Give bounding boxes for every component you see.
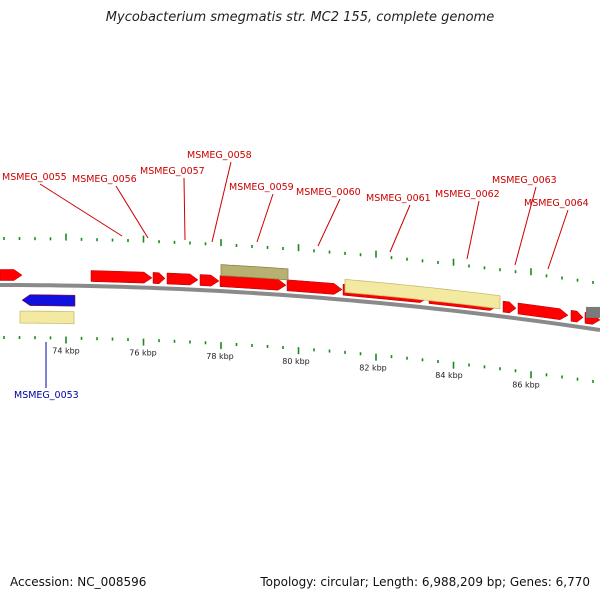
- misc-feature: [19, 310, 75, 325]
- leader-line: [317, 198, 341, 247]
- gene-label-top: MSMEG_0059: [229, 182, 294, 193]
- forward-gene-arrow: [166, 272, 199, 286]
- gene-label-top: MSMEG_0057: [140, 166, 205, 177]
- gene-label-top: MSMEG_0064: [524, 198, 589, 209]
- forward-gene-arrow: [570, 310, 584, 323]
- leader-line: [466, 200, 480, 260]
- leader-line: [547, 209, 569, 270]
- gene-label-top: MSMEG_0063: [492, 175, 557, 186]
- accession-text: Accession: NC_008596: [10, 575, 147, 589]
- leader-line: [514, 186, 537, 266]
- feature-track: [0, 264, 600, 325]
- forward-gene-arrow: [152, 272, 166, 284]
- other-feature: [586, 306, 600, 318]
- forward-gene-arrow: [0, 269, 23, 281]
- scale-label: 74 kbp: [52, 347, 80, 356]
- leader-line: [256, 193, 274, 243]
- leader-line: [115, 185, 149, 239]
- scale-label: 84 kbp: [435, 371, 463, 380]
- forward-gene-arrow: [286, 279, 343, 295]
- gene-label-bottom: MSMEG_0053: [14, 390, 79, 401]
- forward-gene-arrow: [502, 300, 517, 314]
- gene-label-top: MSMEG_0055: [2, 172, 67, 183]
- gene-label-top: MSMEG_0056: [72, 174, 137, 185]
- kbp-scale: 74 kbp 76 kbp 78 kbp 80 kbp 82 kbp 84 kbp 86 k…: [52, 347, 540, 390]
- outer-tick-track: [3, 233, 594, 284]
- leader-line: [183, 177, 186, 241]
- leader-line: [39, 183, 123, 237]
- scale-label: 86 kbp: [512, 381, 540, 390]
- forward-gene-arrow: [199, 274, 220, 287]
- gene-label-top: MSMEG_0062: [435, 189, 500, 200]
- leader-line: [211, 161, 232, 243]
- misc-feature: [344, 278, 501, 310]
- map-title: Mycobacterium smegmatis str. MC2 155, co…: [105, 10, 495, 25]
- topology-summary: Topology: circular; Length: 6,988,209 bp…: [260, 575, 590, 589]
- scale-label: 82 kbp: [359, 363, 387, 372]
- genome-backbone: [0, 283, 600, 332]
- scale-label: 80 kbp: [282, 357, 310, 366]
- gene-label-top: MSMEG_0058: [187, 150, 252, 161]
- reverse-gene-arrow: [21, 294, 76, 307]
- forward-gene-arrow: [90, 270, 153, 284]
- scale-label: 78 kbp: [206, 352, 234, 361]
- gene-label-top: MSMEG_0060: [296, 187, 361, 198]
- label-leader-lines: [39, 161, 569, 388]
- inner-tick-track: [3, 336, 594, 383]
- forward-gene-arrow: [517, 302, 569, 320]
- misc-feature: [220, 264, 289, 281]
- gene-label-top: MSMEG_0061: [366, 193, 431, 204]
- scale-label: 76 kbp: [129, 349, 157, 358]
- leader-line: [389, 204, 411, 253]
